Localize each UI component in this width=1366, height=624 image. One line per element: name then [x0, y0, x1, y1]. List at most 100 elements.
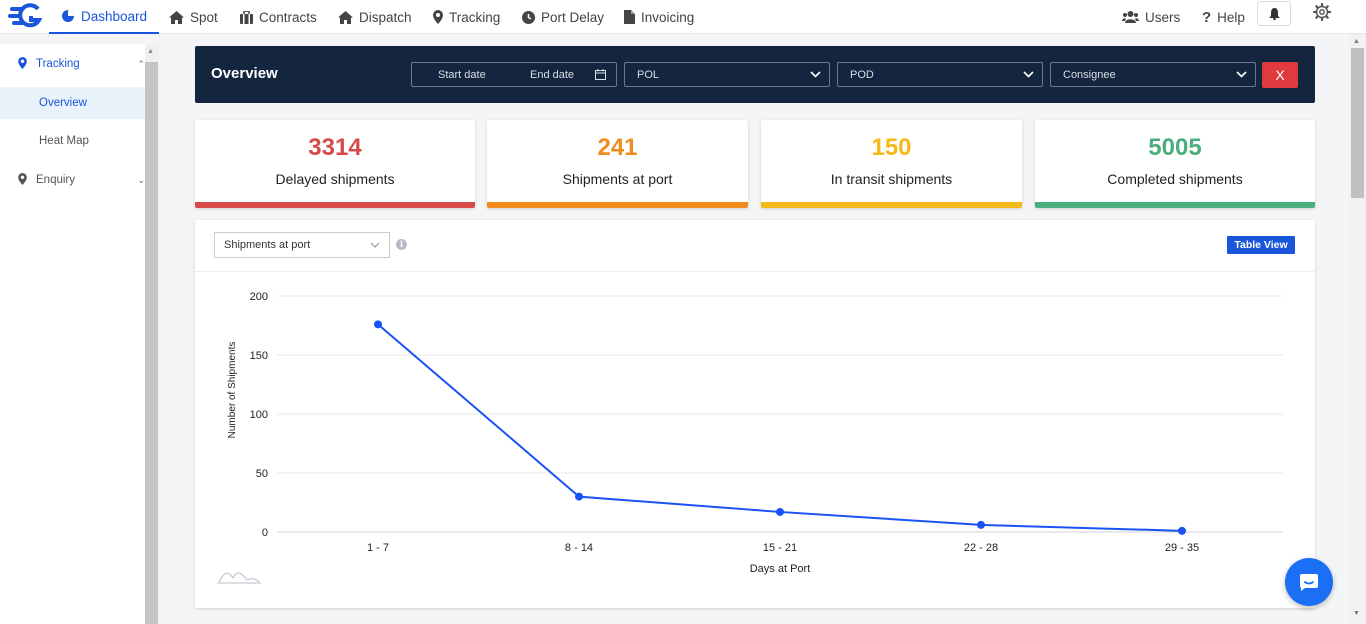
data-point[interactable] — [374, 320, 382, 329]
panel-divider — [195, 271, 1315, 272]
y-tick-label: 100 — [250, 409, 268, 421]
house-icon — [338, 10, 353, 24]
question-icon: ? — [1202, 8, 1212, 26]
users-icon — [1122, 11, 1139, 23]
consignee-dropdown[interactable]: Consignee — [1050, 62, 1256, 87]
app-logo[interactable] — [8, 3, 42, 29]
nav-invoicing-label: Invoicing — [641, 9, 695, 25]
sidebar-scrollbar-thumb[interactable] — [145, 62, 158, 624]
shipments-at-port-label: Shipments at port — [562, 171, 673, 187]
in-transit-shipments-value: 150 — [871, 134, 912, 161]
sidebar-item-heat-map-label: Heat Map — [39, 135, 89, 147]
y-tick-label: 150 — [250, 350, 268, 362]
nav-dashboard-label: Dashboard — [81, 8, 148, 24]
nav-contracts-label: Contracts — [259, 9, 317, 25]
nav-contracts[interactable]: Contracts — [240, 0, 317, 34]
scroll-down-arrow-icon[interactable]: ▼ — [1353, 610, 1360, 617]
start-date-field[interactable]: Start date — [438, 69, 486, 81]
nav-invoicing[interactable]: Invoicing — [624, 0, 694, 34]
gear-icon[interactable] — [1313, 3, 1331, 21]
chart-panel: Shipments at port i Table View 0 50 100 150… — [195, 220, 1315, 608]
chart-metric-select[interactable]: Shipments at port — [214, 232, 390, 258]
sidebar-item-tracking[interactable]: Tracking ⌃ — [0, 48, 145, 80]
completed-shipments-card[interactable]: 5005 Completed shipments — [1035, 120, 1315, 208]
document-icon — [624, 10, 635, 24]
completed-shipments-value: 5005 — [1148, 134, 1202, 161]
pol-dropdown[interactable]: POL — [624, 62, 830, 87]
chart-data-points — [374, 320, 1186, 535]
chat-support-button[interactable] — [1285, 558, 1333, 606]
map-pin-icon — [18, 173, 27, 185]
delayed-shipments-card[interactable]: 3314 Delayed shipments — [195, 120, 475, 208]
briefcase-icon — [240, 10, 253, 24]
nav-dispatch-label: Dispatch — [359, 9, 412, 25]
map-pin-icon — [18, 57, 27, 69]
in-transit-shipments-label: In transit shipments — [830, 171, 953, 187]
data-point[interactable] — [776, 507, 784, 516]
pod-dropdown-label: POD — [850, 69, 874, 81]
nav-tracking-label: Tracking — [449, 9, 501, 25]
nav-spot[interactable]: Spot — [169, 0, 218, 34]
pol-dropdown-label: POL — [637, 69, 660, 81]
chart-gridlines — [277, 295, 1283, 533]
chevron-down-icon — [810, 71, 821, 78]
notifications-button[interactable] — [1257, 1, 1291, 26]
x-tick-label: 1 - 7 — [367, 542, 389, 554]
sidebar-item-heat-map[interactable]: Heat Map — [0, 125, 145, 157]
chart-metric-select-value: Shipments at port — [224, 239, 311, 251]
top-navigation: Dashboard Spot Contracts Dispatch Tracki… — [0, 0, 1366, 34]
chat-icon — [1299, 574, 1318, 591]
clear-filters-button[interactable]: X — [1262, 62, 1298, 88]
nav-dispatch[interactable]: Dispatch — [338, 0, 412, 34]
house-icon — [169, 10, 184, 24]
info-icon[interactable]: i — [396, 239, 407, 250]
nav-help[interactable]: ? Help — [1202, 0, 1245, 34]
main-scrollbar-thumb[interactable] — [1351, 48, 1364, 198]
in-transit-shipments-card[interactable]: 150 In transit shipments — [761, 120, 1022, 208]
table-view-button[interactable]: Table View — [1227, 236, 1295, 254]
chart-thumbnail-icon[interactable] — [217, 572, 261, 584]
nav-port-delay[interactable]: Port Delay — [522, 0, 604, 34]
pie-chart-icon — [62, 10, 74, 22]
x-tick-label: 29 - 35 — [1165, 542, 1199, 554]
map-pin-icon — [433, 10, 443, 24]
nav-port-delay-label: Port Delay — [541, 9, 605, 25]
chevron-down-icon — [370, 242, 380, 248]
x-axis-label: Days at Port — [750, 563, 811, 575]
y-tick-label: 0 — [262, 527, 268, 539]
data-point[interactable] — [1178, 526, 1186, 535]
shipments-at-port-value: 241 — [597, 134, 638, 161]
sidebar-item-overview[interactable]: Overview — [0, 87, 145, 119]
y-tick-label: 50 — [256, 468, 268, 480]
chevron-down-icon: ⌄ — [137, 174, 145, 185]
chart-y-ticks: 0 50 100 150 200 — [250, 291, 268, 539]
shipments-at-port-card[interactable]: 241 Shipments at port — [487, 120, 748, 208]
y-tick-label: 200 — [250, 291, 268, 303]
sidebar-item-enquiry[interactable]: Enquiry ⌄ — [0, 164, 145, 196]
chevron-up-icon: ⌃ — [137, 58, 145, 69]
delayed-shipments-label: Delayed shipments — [275, 171, 395, 187]
x-tick-label: 15 - 21 — [763, 542, 797, 554]
overview-title: Overview — [211, 65, 278, 82]
nav-dashboard[interactable]: Dashboard — [49, 0, 160, 34]
scroll-up-arrow-icon[interactable]: ▲ — [1353, 38, 1360, 45]
y-axis-label: Number of Shipments — [227, 342, 238, 439]
data-point[interactable] — [575, 492, 583, 501]
sidebar-item-tracking-label: Tracking — [36, 58, 80, 70]
x-tick-label: 8 - 14 — [565, 542, 593, 554]
calendar-icon[interactable] — [595, 69, 606, 80]
pod-dropdown[interactable]: POD — [837, 62, 1043, 87]
consignee-dropdown-label: Consignee — [1063, 69, 1116, 81]
nav-users-label: Users — [1145, 9, 1181, 25]
nav-tracking[interactable]: Tracking — [433, 0, 500, 34]
sidebar-item-overview-label: Overview — [39, 97, 87, 109]
date-range-picker[interactable]: Start date End date — [411, 62, 617, 87]
line-chart: 0 50 100 150 200 1 - 7 8 - 14 15 - 21 22 - 28 29… — [217, 291, 1283, 584]
bell-icon — [1268, 7, 1280, 20]
data-point[interactable] — [977, 520, 985, 529]
end-date-field[interactable]: End date — [530, 69, 575, 81]
scroll-up-arrow-icon[interactable]: ▲ — [147, 48, 154, 55]
nav-users[interactable]: Users — [1122, 0, 1180, 34]
clock-icon — [522, 10, 535, 24]
nav-help-label: Help — [1217, 9, 1245, 25]
